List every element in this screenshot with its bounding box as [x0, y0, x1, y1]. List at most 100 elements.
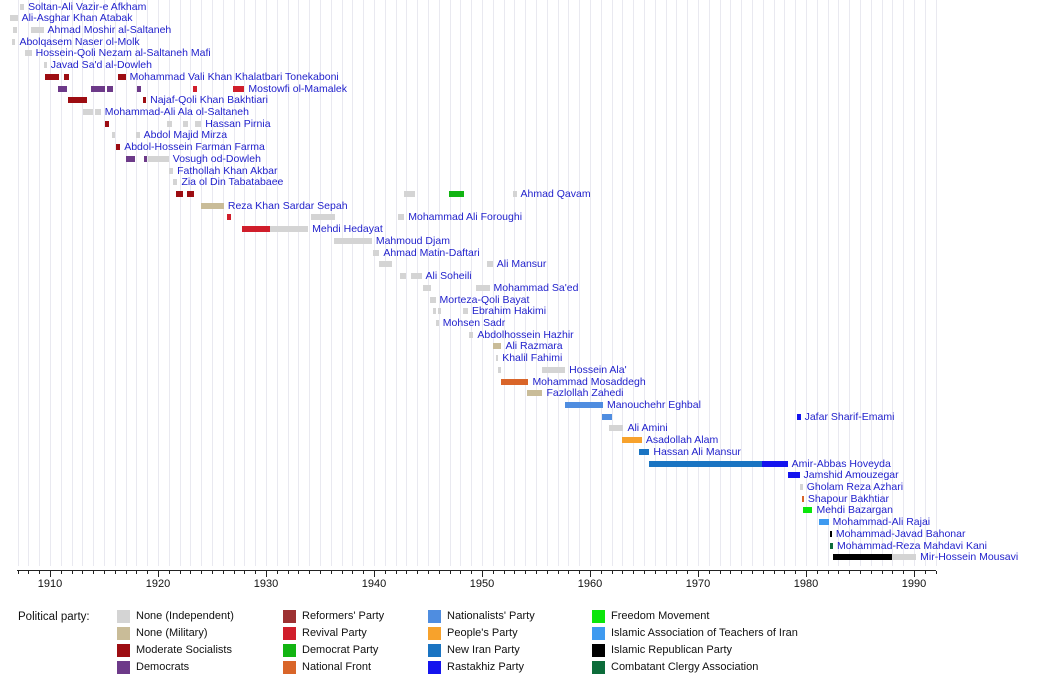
legend-swatch-iati — [592, 627, 605, 640]
term-bar — [404, 191, 416, 198]
pm-name-label: Mohammad-Reza Mahdavi Kani — [837, 539, 987, 552]
legend-swatch-fm — [592, 610, 605, 623]
term-bar — [892, 554, 917, 561]
minor-tick — [730, 571, 732, 574]
term-bar — [44, 73, 59, 80]
year-gridline — [39, 0, 41, 566]
minor-tick — [17, 571, 19, 574]
pm-name-label: Shapour Bakhtiar — [807, 492, 889, 505]
pm-name-label: Reza Khan Sardar Sepah — [227, 199, 348, 212]
year-gridline — [71, 0, 73, 566]
minor-tick — [147, 571, 149, 574]
minor-tick — [816, 571, 818, 574]
pm-name-label: Mohammad Vali Khan Khalatbari Tonekaboni — [129, 70, 339, 83]
year-gridline — [212, 0, 213, 566]
minor-tick — [125, 571, 127, 574]
legend-label-rev: Revival Party — [302, 627, 367, 639]
minor-tick — [114, 571, 116, 574]
legend-swatch-rast — [428, 661, 441, 674]
term-bar — [501, 378, 529, 385]
minor-tick — [449, 571, 451, 574]
year-gridline — [298, 0, 300, 566]
minor-tick — [773, 571, 775, 574]
term-bar — [818, 519, 829, 526]
minor-tick — [795, 571, 797, 574]
pm-name-label: Ebrahim Hakimi — [471, 305, 547, 318]
pm-name-label: Ali Razmara — [505, 340, 563, 353]
minor-tick — [460, 571, 462, 574]
minor-tick — [622, 571, 624, 574]
year-gridline — [622, 0, 624, 566]
pm-name-label: Hassan Pirnia — [205, 117, 271, 130]
year-gridline — [903, 0, 905, 566]
legend-swatch-natl — [428, 610, 441, 623]
year-gridline — [449, 0, 451, 566]
minor-tick — [222, 571, 224, 574]
year-gridline — [730, 0, 732, 566]
term-bar — [622, 437, 642, 444]
year-gridline — [255, 0, 257, 566]
pm-name-label: Fazlollah Zahedi — [546, 387, 624, 400]
pm-name-label: Manouchehr Eghbal — [606, 398, 701, 411]
political-party-legend: Political party: None (Independent) None … — [0, 605, 1050, 685]
year-gridline — [406, 0, 408, 566]
pm-name-label: Hassan Ali Mansur — [653, 445, 741, 458]
year-gridline — [557, 0, 559, 566]
term-bar — [91, 85, 106, 92]
year-gridline — [676, 0, 678, 566]
minor-tick — [892, 571, 894, 574]
legend-swatch-dem — [117, 661, 130, 674]
year-gridline — [525, 0, 527, 566]
year-gridline — [482, 0, 483, 566]
term-bar — [194, 120, 202, 127]
pm-name-label: Ali-Asghar Khan Atabak — [21, 12, 133, 25]
minor-tick — [71, 571, 73, 574]
year-gridline — [773, 0, 775, 566]
term-bar — [68, 97, 87, 104]
term-bar — [802, 507, 813, 514]
minor-tick — [276, 571, 278, 574]
pm-name-label: Mohammad-Ali Rajai — [832, 516, 931, 529]
decade-tick-label: 1960 — [577, 578, 603, 590]
decade-tick-label: 1930 — [253, 578, 279, 590]
pm-name-label: Jamshid Amouzegar — [803, 469, 899, 482]
year-gridline — [276, 0, 278, 566]
term-bar — [801, 495, 804, 502]
pm-name-label: Ahmad Moshir al-Saltaneh — [47, 23, 172, 36]
year-gridline — [471, 0, 473, 566]
year-gridline — [147, 0, 149, 566]
legend-label-nf: National Front — [302, 661, 372, 673]
legend-swatch-pp — [428, 627, 441, 640]
pm-name-label: Ali Soheili — [425, 270, 472, 283]
term-bar — [469, 331, 474, 338]
term-bar — [201, 202, 224, 209]
year-gridline — [352, 0, 354, 566]
year-gridline — [168, 0, 170, 566]
pm-name-label: Abolqasem Naser ol-Molk — [19, 35, 140, 48]
minor-tick — [568, 571, 570, 574]
year-gridline — [233, 0, 235, 566]
legend-swatch-ref — [283, 610, 296, 623]
minor-tick — [309, 571, 311, 574]
term-bar — [311, 214, 336, 221]
minor-tick — [39, 571, 41, 574]
term-bar — [498, 366, 502, 373]
term-bar — [433, 308, 436, 315]
legend-swatch-ind — [117, 610, 130, 623]
term-bar — [12, 38, 16, 45]
term-bar — [105, 120, 110, 127]
pm-name-label: Abdol Majid Mirza — [143, 129, 228, 142]
pm-name-label: Mir-Hossein Mousavi — [920, 551, 1019, 564]
term-bar — [542, 366, 566, 373]
minor-tick — [341, 571, 343, 574]
pm-name-label: Mohammad Mosaddegh — [532, 375, 646, 388]
year-gridline — [341, 0, 343, 566]
year-gridline — [633, 0, 635, 566]
minor-tick — [212, 571, 213, 574]
legend-label-iati: Islamic Association of Teachers of Iran — [611, 627, 798, 639]
pm-name-label: Mohammad Sa'ed — [493, 281, 579, 294]
major-tick — [914, 571, 915, 577]
minor-tick — [201, 571, 203, 574]
term-bar — [448, 191, 464, 198]
